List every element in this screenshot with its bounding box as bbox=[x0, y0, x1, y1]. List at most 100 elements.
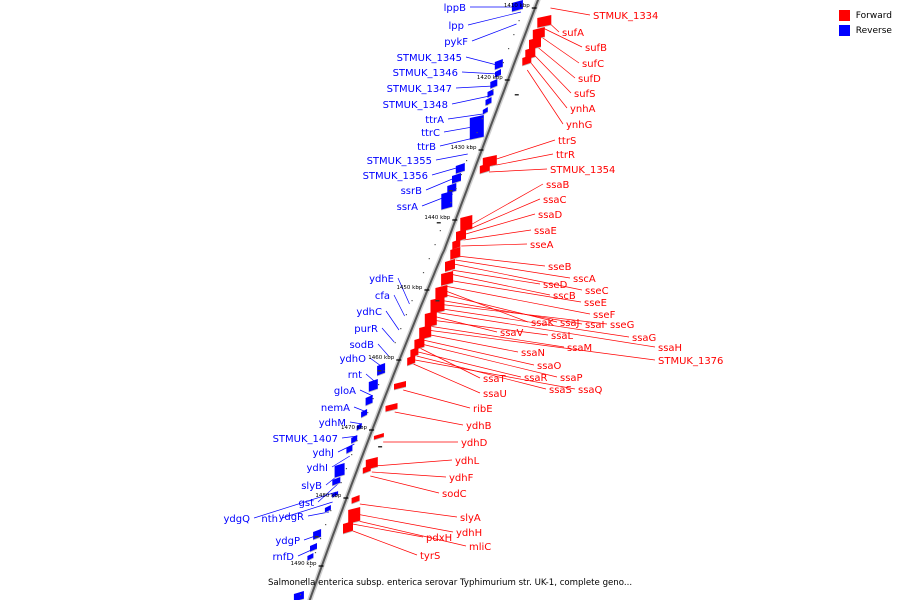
gene-leader-line bbox=[418, 351, 522, 378]
reverse-gene-block-shadow bbox=[368, 388, 378, 393]
reverse-gene-label: ydhC bbox=[356, 307, 382, 318]
reverse-gene-label: ydgP bbox=[275, 536, 300, 547]
gene-leader-line bbox=[317, 481, 341, 503]
gene-leader-line bbox=[488, 168, 548, 173]
gene-leader-line bbox=[447, 279, 582, 303]
gene-leader-line bbox=[385, 310, 400, 331]
forward-gene-block bbox=[522, 55, 532, 66]
forward-gene-label: ydhF bbox=[449, 473, 474, 484]
gene-mark bbox=[377, 370, 382, 372]
minor-tick bbox=[405, 314, 408, 316]
reverse-gene-label: sodB bbox=[349, 340, 374, 351]
forward-gene-block-shadow bbox=[522, 62, 532, 67]
reverse-gene-block-shadow bbox=[511, 8, 523, 13]
forward-gene-label: ssaJ bbox=[560, 318, 580, 329]
reverse-gene-block-shadow bbox=[494, 66, 503, 71]
forward-gene-label: sseB bbox=[548, 262, 572, 273]
reverse-gene-label: STMUK_1348 bbox=[383, 100, 448, 111]
gene-labels: lppB lpp pykF STMUK_1345 STMUK_1346 STMUK_134… bbox=[224, 3, 724, 563]
forward-gene-label: sseE bbox=[584, 298, 607, 309]
minor-tick bbox=[439, 230, 441, 232]
reverse-gene-block bbox=[356, 423, 362, 431]
forward-gene-label: STMUK_1354 bbox=[550, 165, 615, 176]
forward-gene-label: ydhL bbox=[455, 456, 480, 467]
reverse-gene-block bbox=[441, 191, 453, 210]
forward-gene-block bbox=[348, 507, 361, 524]
gene-leader-line bbox=[397, 277, 410, 305]
reverse-gene-block-shadow bbox=[346, 450, 353, 455]
minor-tick bbox=[340, 482, 342, 484]
reverse-gene-block-shadow bbox=[350, 440, 358, 445]
minor-tick bbox=[335, 496, 337, 498]
reverse-gene-block-shadow bbox=[356, 427, 362, 432]
minor-tick bbox=[330, 510, 332, 512]
forward-gene-label: ydhB bbox=[466, 421, 492, 432]
gene-leader-line bbox=[353, 519, 467, 547]
minor-tick bbox=[400, 328, 402, 330]
forward-gene-label: sseG bbox=[610, 320, 634, 331]
gene-leader-line bbox=[381, 327, 395, 343]
forward-gene-block bbox=[441, 271, 454, 286]
gene-leader-line bbox=[370, 475, 440, 494]
reverse-gene-block bbox=[332, 491, 339, 498]
forward-gene-block bbox=[532, 27, 545, 40]
minor-tick bbox=[417, 286, 419, 288]
forward-gene-block bbox=[435, 285, 448, 300]
gene-mark bbox=[314, 536, 319, 538]
kbp-tick-label: 1440 kbp bbox=[424, 215, 450, 221]
reverse-gene-block bbox=[307, 553, 314, 561]
kbp-tick-label: 1470 kbp bbox=[341, 425, 367, 431]
minor-tick bbox=[492, 90, 494, 92]
reverse-gene-label: STMUK_1347 bbox=[387, 84, 452, 95]
reverse-gene-label: ydhM bbox=[319, 418, 346, 429]
forward-gene-block bbox=[460, 215, 473, 232]
minor-tick bbox=[471, 146, 473, 148]
legend-reverse-label: Reverse bbox=[855, 25, 892, 36]
reverse-gene-block-shadow bbox=[307, 557, 314, 562]
gene-leader-line bbox=[359, 503, 458, 518]
minor-tick bbox=[325, 524, 327, 526]
forward-gene-label: STMUK_1376 bbox=[658, 356, 723, 367]
gene-leader-line bbox=[350, 529, 418, 556]
minor-tick bbox=[411, 300, 413, 302]
reverse-gene-block-shadow bbox=[441, 206, 453, 211]
reverse-gene-label: lppB bbox=[444, 3, 466, 14]
reverse-gene-label: ydhE bbox=[369, 274, 394, 285]
forward-gene-block bbox=[419, 325, 432, 340]
forward-gene-label: sodC bbox=[442, 489, 467, 500]
backbone-line bbox=[308, 0, 540, 600]
forward-gene-label: sufA bbox=[562, 28, 584, 39]
forward-gene-label: sseF bbox=[593, 310, 616, 321]
minor-tick bbox=[394, 342, 396, 344]
forward-gene-label: sseD bbox=[543, 280, 568, 291]
genome-title: Salmonella enterica subsp. enterica sero… bbox=[267, 578, 633, 588]
minor-tick bbox=[455, 188, 457, 190]
forward-gene-label: sufC bbox=[582, 59, 604, 70]
forward-gene-label: sufS bbox=[574, 89, 595, 100]
gene-leader-line bbox=[529, 61, 568, 109]
forward-gene-label: ssaC bbox=[543, 195, 567, 206]
gene-leader-line bbox=[443, 289, 529, 323]
gene-leader-line bbox=[421, 343, 558, 378]
gene-leader-line bbox=[413, 363, 481, 394]
reverse-gene-block-shadow bbox=[331, 494, 339, 499]
gene-leader-line bbox=[461, 71, 498, 75]
kbp-tick-label: 1420 kbp bbox=[477, 75, 503, 81]
forward-gene-label: ssaD bbox=[538, 210, 563, 221]
forward-gene-block bbox=[445, 259, 455, 272]
reverse-gene-label: STMUK_1345 bbox=[397, 53, 462, 64]
reverse-gene-block bbox=[365, 395, 373, 406]
reverse-gene-label: nth bbox=[261, 514, 278, 525]
reverse-gene-block-shadow bbox=[334, 474, 345, 479]
forward-gene-block-shadow bbox=[342, 530, 354, 535]
forward-gene-label: ssaS bbox=[549, 385, 572, 396]
gene-leader-line bbox=[426, 329, 656, 361]
reverse-gene-block-shadow bbox=[451, 180, 462, 185]
reverse-gene-block bbox=[377, 363, 386, 376]
reverse-gene-label: ttrC bbox=[421, 128, 440, 139]
forward-gene-label: ssaK bbox=[531, 318, 555, 329]
gene-mark bbox=[448, 190, 453, 192]
forward-gene-label: ssaV bbox=[500, 328, 524, 339]
gene-leader-line bbox=[414, 359, 576, 390]
